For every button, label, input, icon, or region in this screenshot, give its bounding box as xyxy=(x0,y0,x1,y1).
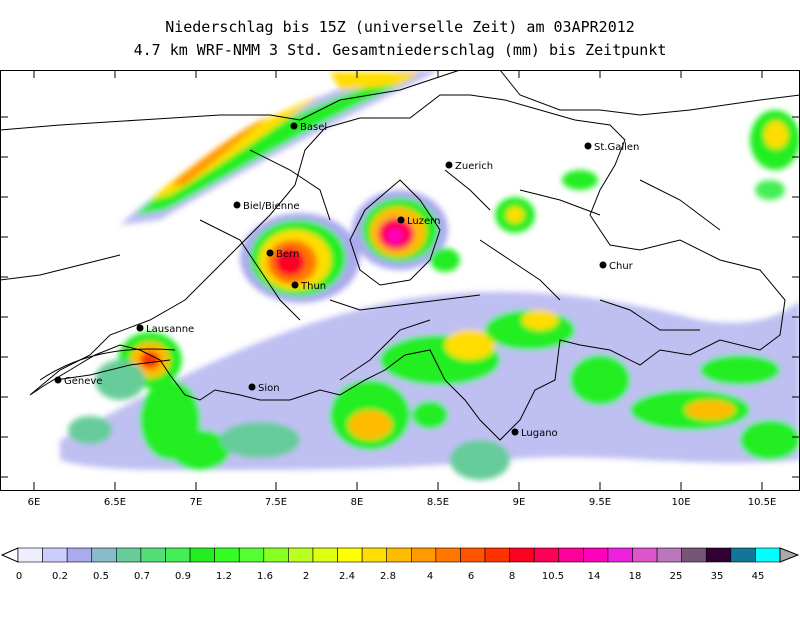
city-label: Biel/Bienne xyxy=(243,201,300,212)
legend-label: 2.8 xyxy=(380,571,396,582)
chart-title: Niederschlag bis 15Z (universelle Zeit) … xyxy=(165,18,635,36)
legend-swatch xyxy=(165,547,191,563)
legend-swatch xyxy=(681,547,707,563)
legend-swatch xyxy=(140,547,166,563)
legend-label: 25 xyxy=(670,571,683,582)
legend-label: 14 xyxy=(588,571,601,582)
legend-swatch xyxy=(238,547,265,563)
legend-swatch xyxy=(632,547,658,563)
chart-subtitle: 4.7 km WRF-NMM 3 Std. Gesamtniederschlag… xyxy=(133,41,667,59)
city-label: Basel xyxy=(300,122,327,133)
legend-swatch xyxy=(755,547,781,563)
city-marker xyxy=(290,122,298,130)
precipitation-map: 6E 6.5E 7E 7.5E 8E 8.5E 9E 9.5E 10E 10.5E Basel Zu… xyxy=(0,70,800,508)
lon-axis: 6E 6.5E 7E 7.5E 8E 8.5E 9E 9.5E 10E 10.5E xyxy=(28,70,777,508)
city-marker xyxy=(248,383,256,391)
legend-swatch xyxy=(312,547,338,563)
legend-swatch xyxy=(91,547,117,563)
legend-label: 0 xyxy=(16,571,22,582)
lon-tick-label: 8.5E xyxy=(427,497,449,508)
map-borders xyxy=(0,70,800,441)
city-marker xyxy=(511,428,519,436)
legend-label: 2 xyxy=(303,571,309,582)
legend-swatch xyxy=(705,547,732,563)
legend-label: 4 xyxy=(427,571,433,582)
city-marker xyxy=(291,281,299,289)
legend-swatch xyxy=(410,547,437,563)
city-label: Sion xyxy=(258,383,280,394)
city-label: Luzern xyxy=(407,216,440,227)
lon-tick-label: 9E xyxy=(513,497,526,508)
legend-swatch xyxy=(730,547,756,563)
legend-colorbar: 0 0.2 0.5 0.7 0.9 1.2 1.6 2 2.4 2.8 4 6 8 10.5 14 18 25 3… xyxy=(0,547,800,582)
legend-swatch xyxy=(361,547,388,563)
legend-label: 0.2 xyxy=(52,571,68,582)
legend-swatch xyxy=(460,547,486,563)
legend-label: 2.4 xyxy=(339,571,355,582)
lon-tick-label: 7E xyxy=(190,497,203,508)
city-marker xyxy=(136,324,144,332)
legend-swatch xyxy=(533,547,560,563)
legend-swatch xyxy=(66,547,93,563)
legend-swatch xyxy=(558,547,584,563)
city-marker xyxy=(584,142,592,150)
city-label: Lausanne xyxy=(146,324,194,335)
city-markers: Basel Zuerich St.Gallen Biel/Bienne Luzern Be… xyxy=(54,122,639,439)
city-label: St.Gallen xyxy=(594,142,639,153)
legend-label: 8 xyxy=(509,571,515,582)
city-label: Lugano xyxy=(521,428,558,439)
legend-label: 0.7 xyxy=(134,571,150,582)
city-label: Geneve xyxy=(64,376,102,387)
city-label: Chur xyxy=(609,261,634,272)
legend-swatch xyxy=(386,547,412,563)
legend-label: 45 xyxy=(752,571,765,582)
lon-tick-label: 10E xyxy=(671,497,690,508)
legend-label: 1.2 xyxy=(216,571,232,582)
legend-swatch xyxy=(509,547,535,563)
legend-swatch xyxy=(484,547,510,563)
city-marker xyxy=(266,249,274,257)
legend-label: 1.6 xyxy=(257,571,273,582)
legend-arrow-left xyxy=(0,547,19,563)
legend-swatch xyxy=(607,547,633,563)
lon-tick-label: 6E xyxy=(28,497,41,508)
legend-label: 35 xyxy=(711,571,724,582)
city-marker xyxy=(54,376,62,384)
legend-swatch xyxy=(42,547,68,563)
city-marker xyxy=(397,216,405,224)
lon-tick-label: 8E xyxy=(351,497,364,508)
legend-label: 0.9 xyxy=(175,571,191,582)
precipitation-field xyxy=(60,70,800,480)
legend-label: 0.5 xyxy=(93,571,109,582)
legend-swatch xyxy=(17,547,43,563)
lon-tick-label: 7.5E xyxy=(265,497,287,508)
legend-swatch xyxy=(214,547,240,563)
legend-swatch xyxy=(337,547,363,563)
legend-label: 10.5 xyxy=(542,571,564,582)
lon-tick-label: 9.5E xyxy=(589,497,611,508)
legend-swatch xyxy=(116,547,142,563)
legend-swatch xyxy=(189,547,215,563)
city-marker xyxy=(445,161,453,169)
legend-swatch xyxy=(263,547,289,563)
legend-label: 6 xyxy=(468,571,474,582)
legend-swatch xyxy=(656,547,682,563)
city-label: Zuerich xyxy=(455,161,493,172)
legend-swatch xyxy=(288,547,314,563)
legend-swatch xyxy=(583,547,609,563)
lon-tick-label: 10.5E xyxy=(748,497,777,508)
lon-tick-label: 6.5E xyxy=(104,497,126,508)
city-marker xyxy=(599,261,607,269)
city-label: Bern xyxy=(276,249,299,260)
lat-ticks xyxy=(0,116,800,478)
city-marker xyxy=(233,201,241,209)
city-label: Thun xyxy=(300,281,326,292)
legend-arrow-right xyxy=(779,547,800,563)
legend-label: 18 xyxy=(629,571,642,582)
legend-swatch xyxy=(435,547,461,563)
